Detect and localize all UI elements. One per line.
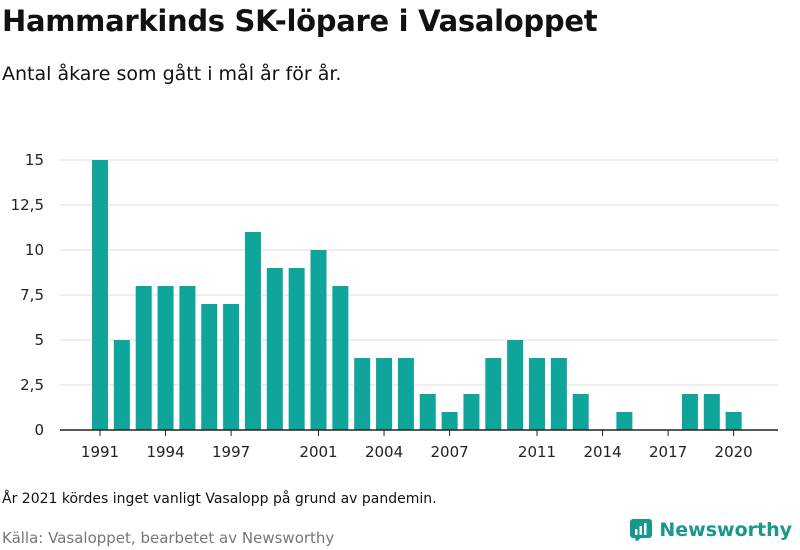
y-axis-labels: 0 2,5 5 7,5 10 12,5 15 [11,151,44,439]
footnote: År 2021 kördes inget vanligt Vasalopp på… [2,491,437,507]
bar [201,304,218,430]
y-tick-label: 12,5 [11,196,44,214]
brand-name: Newsworthy [659,519,792,541]
bar [135,286,152,430]
bar [419,394,436,430]
y-tick-label: 15 [25,151,44,169]
bar [179,286,196,430]
bar [529,358,545,430]
bar [572,394,589,430]
x-axis-labels: 1991 1994 1997 2001 2004 2007 2011 2014 2017 2020 [81,430,753,461]
x-tick-label: 2020 [715,443,753,461]
bar [376,358,393,430]
y-tick-label: 5 [34,331,44,349]
bar [681,394,698,430]
bar [550,358,567,430]
y-tick-label: 0 [34,421,44,439]
x-tick-label: 2014 [583,443,621,461]
bar [332,286,349,430]
bar [703,394,720,430]
x-tick-label: 1994 [146,443,184,461]
bar [288,268,305,430]
bar [354,358,371,430]
y-tick-label: 7,5 [20,286,44,304]
bar [113,340,130,430]
bar [244,232,261,430]
newsworthy-logo-icon [630,519,653,541]
bar [223,304,240,430]
bar [397,358,414,430]
x-tick-label: 2007 [431,443,469,461]
x-tick-label: 1997 [212,443,250,461]
bar [266,268,283,430]
x-tick-label: 2001 [299,443,337,461]
chart-title: Hammarkinds SK-löpare i Vasaloppet [2,4,598,38]
bars [92,160,742,430]
bar [157,286,174,430]
bar [463,394,480,430]
bar [441,412,458,430]
bar [92,160,108,430]
y-tick-label: 10 [25,241,44,259]
x-tick-label: 1991 [81,443,119,461]
bar [725,412,742,430]
bar [616,412,633,430]
x-tick-label: 2011 [518,443,556,461]
x-tick-label: 2017 [649,443,687,461]
chart-subtitle: Antal åkare som gått i mål år för år. [2,63,342,85]
newsworthy-logo: Newsworthy [630,519,792,541]
bar-chart: 0 2,5 5 7,5 10 12,5 15 1991 1994 1997 2001 2004 200… [11,151,778,461]
x-tick-label: 2004 [365,443,403,461]
bar [485,358,502,430]
y-tick-label: 2,5 [20,376,44,394]
bar [310,250,327,430]
source-text: Källa: Vasaloppet, bearbetet av Newswort… [2,529,335,547]
bar [507,340,524,430]
